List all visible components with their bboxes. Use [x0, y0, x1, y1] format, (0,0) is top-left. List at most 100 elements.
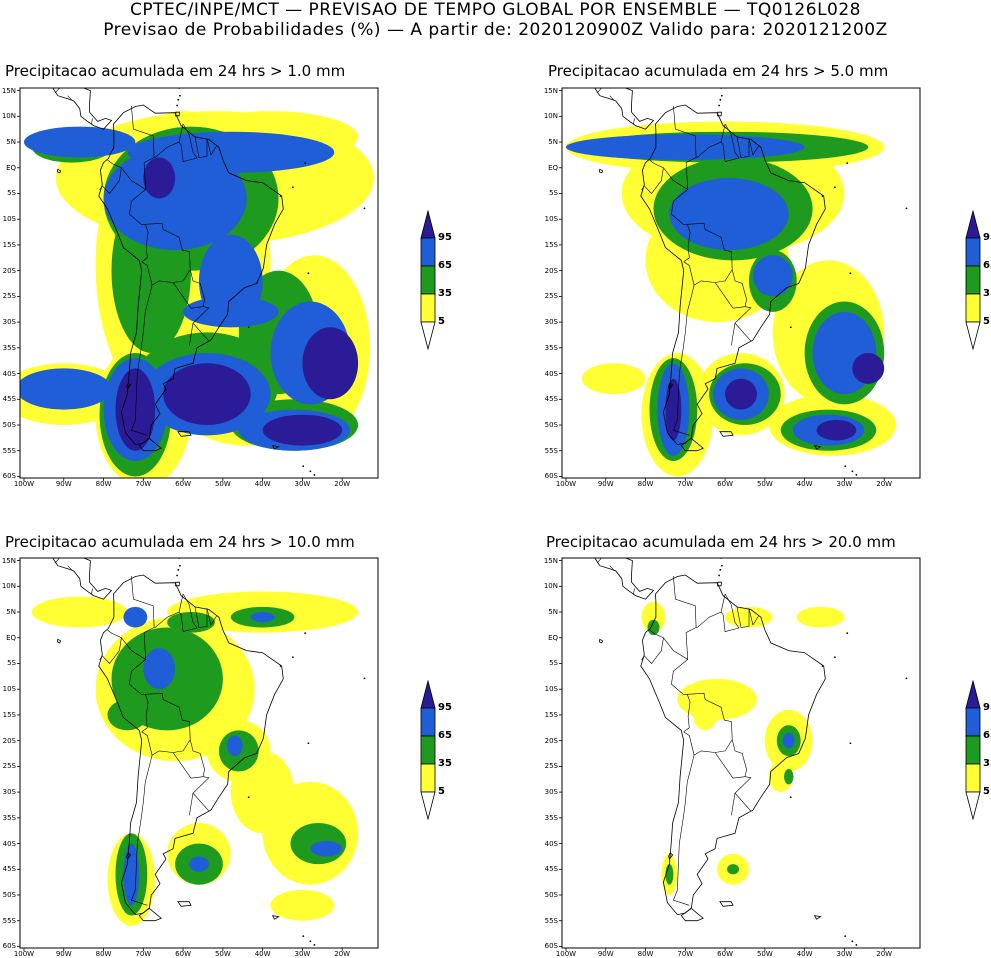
colorbar-segment-65	[420, 707, 436, 737]
country-border	[172, 752, 205, 779]
lat-label: 15S	[2, 240, 16, 249]
lat-label: 30S	[544, 788, 558, 797]
map-panel-5mm: 15N 10N 5N EQ 5S 10S 15S 20S 25S 30S 35S 40S 45S 50S 5…	[542, 78, 921, 488]
lat-label: 20S	[2, 736, 16, 745]
colorbar-3: 95 65 35 5	[420, 680, 460, 820]
colorbar-label: 65	[438, 730, 452, 741]
lat-label: 50S	[2, 891, 16, 899]
lon-label: 50W	[756, 950, 773, 958]
country-border	[192, 306, 210, 342]
lat-label: 5N	[6, 138, 16, 147]
lat-label: 60S	[544, 942, 558, 951]
prob-area-p5	[581, 363, 646, 395]
prob-area-p5	[768, 761, 793, 793]
colorbar-svg	[420, 210, 436, 350]
lat-label: 5S	[7, 659, 16, 668]
islet	[844, 935, 847, 938]
colorbar-bottom	[965, 791, 981, 820]
prob-area-p95	[163, 363, 251, 426]
islet	[718, 574, 721, 577]
lat-label: 20S	[544, 266, 558, 275]
lat-label: 10N	[1, 112, 16, 121]
lon-label: 40W	[796, 480, 813, 488]
colorbar-top-95	[420, 680, 436, 709]
lon-label: 70W	[135, 480, 152, 488]
lat-label: 10S	[2, 685, 16, 694]
island	[175, 581, 180, 587]
country-border	[609, 565, 614, 571]
country-border	[206, 138, 217, 156]
colorbar-2: 95 65 35 5	[965, 210, 991, 350]
country-border	[720, 593, 740, 632]
colorbar-segment-65	[420, 237, 436, 267]
prob-area-p5	[31, 596, 128, 628]
country-border	[696, 123, 726, 158]
south-america-coastline	[640, 574, 826, 916]
lat-label: 45S	[544, 865, 558, 874]
lat-label: EQ	[6, 633, 16, 642]
islet	[721, 564, 723, 567]
islet	[313, 944, 316, 946]
lat-label: 55S	[2, 916, 16, 925]
islet	[177, 98, 180, 101]
prob-area-p65	[123, 606, 148, 628]
lat-label: 5N	[548, 138, 558, 147]
country-border	[748, 608, 759, 626]
map-frame	[19, 557, 379, 949]
colorbar-top-95	[965, 680, 981, 709]
lat-label: 45S	[2, 865, 16, 874]
country-border	[91, 588, 93, 595]
map-svg-p2	[559, 87, 921, 481]
islet	[789, 796, 792, 799]
prob-area-p5	[641, 601, 666, 633]
country-border	[641, 167, 664, 194]
lat-label: 15N	[543, 86, 558, 95]
islet	[855, 474, 858, 476]
islet	[279, 665, 282, 667]
islet	[833, 656, 836, 659]
islet	[719, 568, 722, 571]
country-border	[609, 95, 614, 101]
islet	[718, 104, 721, 107]
islet	[179, 564, 181, 567]
colorbar-segment-65	[965, 237, 981, 267]
lon-label: 30W	[294, 480, 311, 488]
islet	[291, 186, 294, 189]
country-border	[99, 167, 122, 194]
lat-label: 15S	[2, 710, 16, 719]
lon-label: 60W	[175, 950, 191, 958]
map-svg-p3	[17, 557, 379, 951]
islet	[851, 940, 854, 943]
islet	[291, 656, 294, 659]
map-frame	[561, 557, 921, 949]
lon-label: 70W	[677, 950, 694, 958]
prob-area-p65	[310, 840, 343, 857]
country-border	[189, 793, 194, 816]
lat-label: 25S	[2, 292, 16, 301]
country-border	[649, 105, 697, 190]
islet	[905, 677, 908, 680]
prob-area-p95	[143, 157, 176, 199]
colorbar-label: 95	[983, 232, 991, 243]
central-america-coastline	[20, 88, 113, 130]
prob-area-p95	[852, 352, 885, 384]
country-border	[673, 285, 695, 436]
islet	[304, 632, 307, 635]
central-america-coastline	[562, 558, 655, 600]
lat-label: 40S	[544, 839, 558, 848]
panel-title-1: Precipitacao acumulada em 24 hrs > 1.0 m…	[5, 62, 346, 80]
country-border	[91, 118, 93, 125]
lon-label: 60W	[175, 480, 191, 488]
islet	[851, 470, 854, 473]
islet	[363, 207, 366, 210]
south-america-coastline	[98, 574, 284, 916]
prob-area-p5	[270, 889, 335, 921]
lon-label: 70W	[677, 480, 694, 488]
prob-area-p65	[250, 612, 275, 623]
islet	[307, 742, 310, 745]
country-border	[131, 755, 153, 906]
islet	[176, 104, 179, 107]
map-svg-p4	[559, 557, 921, 951]
prob-area-p65	[565, 134, 805, 161]
country-border	[720, 123, 740, 162]
